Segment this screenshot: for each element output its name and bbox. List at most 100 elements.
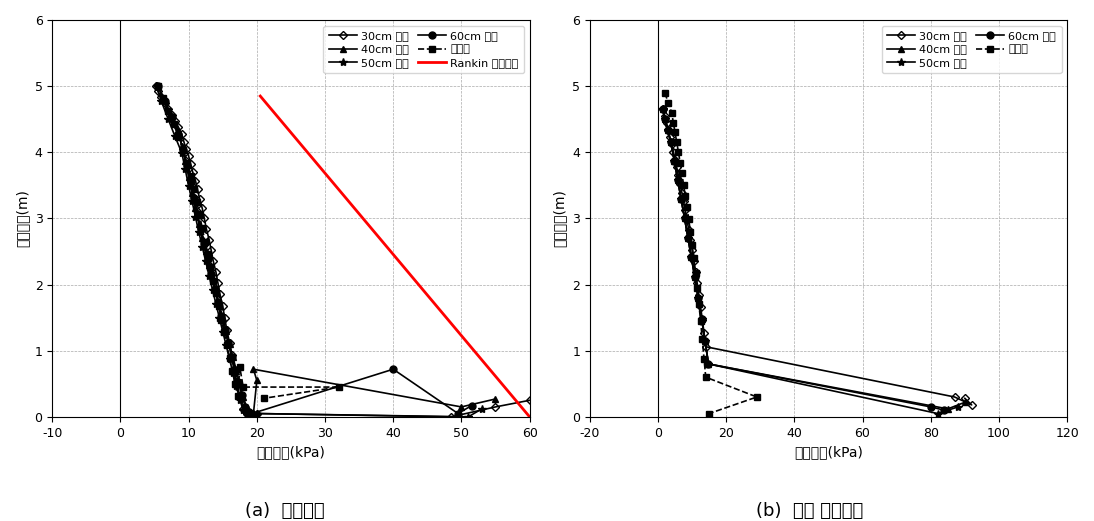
Legend: 30cm 간격, 40cm 간격, 50cm 간격, 60cm 간격, 블록형, Rankin 주동토압: 30cm 간격, 40cm 간격, 50cm 간격, 60cm 간격, 블록형,… bbox=[324, 26, 524, 73]
블록형 bbox=[333, 384, 346, 390]
50cm 간격 bbox=[664, 139, 677, 145]
40cm 간격 bbox=[236, 394, 249, 400]
50cm 간격 bbox=[178, 166, 191, 172]
블록형 bbox=[229, 381, 242, 387]
30cm 간격 bbox=[689, 269, 702, 275]
블록형 bbox=[694, 318, 707, 324]
Line: 50cm 간격: 50cm 간격 bbox=[152, 82, 486, 421]
40cm 간격 bbox=[678, 215, 691, 221]
40cm 간격 bbox=[233, 381, 246, 387]
블록형 bbox=[212, 303, 225, 309]
블록형 bbox=[696, 337, 709, 343]
블록형 bbox=[198, 239, 211, 245]
50cm 간격 bbox=[236, 407, 249, 413]
30cm 간격 bbox=[694, 304, 707, 310]
블록형 bbox=[662, 100, 675, 106]
60cm 간격 bbox=[685, 254, 698, 260]
블록형 bbox=[698, 355, 711, 362]
30cm 간격 bbox=[184, 161, 197, 167]
블록형 bbox=[257, 395, 270, 402]
블록형 bbox=[223, 355, 236, 361]
40cm 간격 bbox=[182, 173, 195, 180]
40cm 간격 bbox=[688, 274, 701, 280]
블록형 bbox=[172, 134, 185, 140]
60cm 간격 bbox=[205, 271, 218, 277]
50cm 간격 bbox=[189, 214, 202, 220]
60cm 간격 bbox=[667, 158, 680, 164]
60cm 간격 bbox=[151, 83, 164, 89]
50cm 간격 bbox=[675, 196, 688, 202]
블록형 bbox=[193, 212, 206, 218]
40cm 간격 bbox=[667, 158, 680, 164]
40cm 간격 bbox=[202, 262, 216, 268]
30cm 간격 bbox=[159, 100, 172, 106]
블록형 bbox=[156, 95, 170, 101]
50cm 간격 bbox=[685, 254, 698, 260]
60cm 간격 bbox=[245, 411, 258, 417]
60cm 간격 bbox=[452, 411, 465, 417]
30cm 간격 bbox=[677, 198, 690, 204]
50cm 간격 bbox=[656, 106, 670, 113]
Line: 블록형: 블록형 bbox=[662, 89, 760, 417]
40cm 간격 bbox=[159, 97, 172, 104]
50cm 간격 bbox=[251, 411, 264, 417]
60cm 간격 bbox=[688, 274, 701, 280]
60cm 간격 bbox=[938, 407, 951, 413]
30cm 간격 bbox=[186, 169, 199, 175]
30cm 간격 bbox=[223, 340, 236, 346]
Line: 50cm 간격: 50cm 간격 bbox=[659, 105, 963, 418]
40cm 간격 bbox=[489, 396, 502, 402]
30cm 간격 bbox=[189, 178, 202, 184]
50cm 간격 bbox=[702, 361, 715, 367]
40cm 간격 bbox=[685, 254, 698, 260]
60cm 간격 bbox=[675, 196, 688, 202]
30cm 간격 bbox=[948, 394, 962, 400]
40cm 간격 bbox=[206, 275, 219, 281]
30cm 간격 bbox=[696, 316, 709, 322]
30cm 간격 bbox=[172, 124, 185, 130]
50cm 간격 bbox=[182, 183, 195, 189]
50cm 간격 bbox=[678, 215, 691, 221]
40cm 간격 bbox=[217, 315, 230, 321]
30cm 간격 bbox=[678, 207, 691, 214]
60cm 간격 bbox=[218, 327, 231, 333]
50cm 간격 bbox=[682, 234, 695, 241]
50cm 간격 bbox=[162, 116, 175, 122]
60cm 간격 bbox=[184, 179, 197, 185]
30cm 간격 bbox=[659, 113, 672, 119]
60cm 간격 bbox=[159, 98, 172, 105]
30cm 간격 bbox=[175, 131, 188, 138]
30cm 간격 bbox=[244, 411, 257, 417]
30cm 간격 bbox=[672, 172, 685, 179]
40cm 간격 bbox=[151, 83, 164, 89]
블록형 bbox=[668, 129, 682, 135]
40cm 간격 bbox=[958, 399, 971, 405]
Line: 60cm 간격: 60cm 간격 bbox=[154, 83, 475, 417]
40cm 간격 bbox=[455, 404, 468, 410]
60cm 간격 bbox=[222, 340, 235, 346]
30cm 간격 bbox=[168, 118, 182, 125]
60cm 간격 bbox=[198, 241, 211, 247]
30cm 간격 bbox=[680, 217, 694, 223]
블록형 bbox=[176, 147, 189, 153]
30cm 간격 bbox=[668, 156, 682, 163]
블록형 bbox=[233, 364, 246, 370]
60cm 간격 bbox=[208, 286, 221, 292]
블록형 bbox=[684, 229, 697, 235]
30cm 간격 bbox=[444, 414, 457, 420]
40cm 간격 bbox=[193, 220, 206, 227]
40cm 간격 bbox=[186, 190, 199, 196]
60cm 간격 bbox=[242, 409, 255, 415]
블록형 bbox=[187, 186, 200, 192]
50cm 간격 bbox=[175, 150, 188, 156]
60cm 간격 bbox=[695, 316, 708, 322]
Legend: 30cm 간격, 40cm 간격, 50cm 간격, 60cm 간격, 블록형: 30cm 간격, 40cm 간격, 50cm 간격, 60cm 간격, 블록형 bbox=[882, 26, 1061, 73]
40cm 간격 bbox=[240, 404, 253, 410]
30cm 간격 bbox=[213, 291, 226, 297]
X-axis label: 전단응력(kPa): 전단응력(kPa) bbox=[794, 445, 863, 459]
50cm 간격 bbox=[698, 338, 711, 344]
블록형 bbox=[236, 384, 249, 390]
60cm 간격 bbox=[698, 338, 711, 344]
40cm 간격 bbox=[691, 295, 705, 301]
Y-axis label: 벽체높이(m): 벽체높이(m) bbox=[15, 190, 30, 247]
